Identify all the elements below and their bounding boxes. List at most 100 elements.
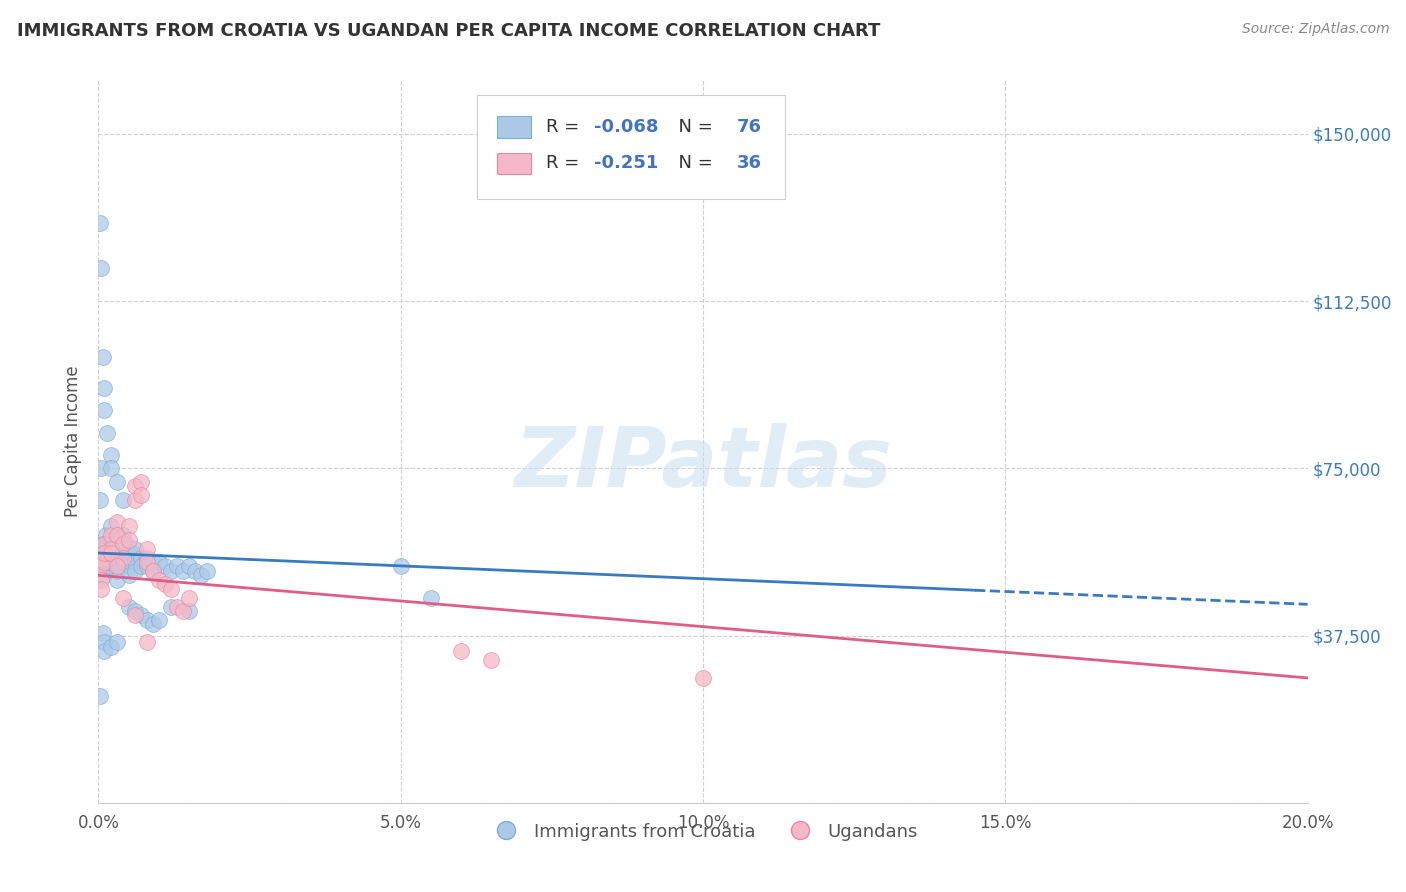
Point bbox=[100, 555, 122, 569]
Text: N =: N = bbox=[666, 154, 718, 172]
Point bbox=[179, 604, 201, 618]
Point bbox=[111, 537, 134, 551]
Point bbox=[105, 564, 128, 578]
Point bbox=[142, 617, 165, 632]
Point bbox=[166, 559, 188, 574]
Text: 76: 76 bbox=[737, 119, 762, 136]
Point bbox=[160, 599, 183, 614]
Point bbox=[93, 381, 115, 395]
Point bbox=[124, 479, 146, 493]
Point bbox=[160, 582, 183, 596]
Point bbox=[121, 546, 143, 560]
Point bbox=[100, 546, 122, 560]
Point bbox=[124, 541, 146, 556]
Point bbox=[148, 555, 170, 569]
Text: IMMIGRANTS FROM CROATIA VS UGANDAN PER CAPITA INCOME CORRELATION CHART: IMMIGRANTS FROM CROATIA VS UGANDAN PER C… bbox=[17, 22, 880, 40]
Point bbox=[190, 568, 212, 582]
Text: R =: R = bbox=[546, 119, 585, 136]
Point bbox=[153, 559, 176, 574]
Point bbox=[160, 564, 183, 578]
Point bbox=[195, 564, 218, 578]
Point bbox=[108, 541, 131, 556]
Point bbox=[135, 613, 157, 627]
Point bbox=[105, 541, 128, 556]
Point bbox=[148, 573, 170, 587]
Point bbox=[96, 425, 118, 440]
Point bbox=[93, 546, 115, 560]
Point bbox=[135, 555, 157, 569]
Point bbox=[148, 613, 170, 627]
Point bbox=[118, 546, 141, 560]
Point bbox=[100, 533, 122, 547]
Point bbox=[100, 640, 122, 654]
Point bbox=[111, 528, 134, 542]
FancyBboxPatch shape bbox=[477, 95, 785, 200]
Point bbox=[93, 559, 115, 574]
Point bbox=[692, 671, 714, 685]
Point bbox=[105, 559, 128, 574]
Point bbox=[90, 260, 112, 275]
Point bbox=[420, 591, 443, 605]
Point bbox=[93, 644, 115, 658]
Point bbox=[91, 537, 114, 551]
Point bbox=[135, 559, 157, 574]
Point bbox=[103, 550, 125, 565]
Point bbox=[118, 559, 141, 574]
Point bbox=[100, 541, 122, 556]
Point bbox=[179, 591, 201, 605]
Point bbox=[135, 541, 157, 556]
Point bbox=[142, 564, 165, 578]
Text: R =: R = bbox=[546, 154, 585, 172]
Point bbox=[96, 546, 118, 560]
Point bbox=[124, 492, 146, 507]
Point bbox=[114, 537, 136, 551]
Point bbox=[179, 559, 201, 574]
Point bbox=[124, 608, 146, 623]
Point bbox=[89, 559, 111, 574]
Point bbox=[89, 492, 111, 507]
Point bbox=[94, 541, 117, 556]
Point bbox=[89, 216, 111, 230]
Point bbox=[91, 626, 114, 640]
Text: -0.251: -0.251 bbox=[595, 154, 658, 172]
Point bbox=[94, 528, 117, 542]
Point bbox=[100, 546, 122, 560]
Legend: Immigrants from Croatia, Ugandans: Immigrants from Croatia, Ugandans bbox=[481, 815, 925, 848]
Point bbox=[90, 582, 112, 596]
Point bbox=[450, 644, 472, 658]
Point bbox=[129, 488, 152, 502]
Point bbox=[93, 555, 115, 569]
Point bbox=[105, 528, 128, 542]
Point bbox=[93, 635, 115, 649]
Point bbox=[105, 573, 128, 587]
Point bbox=[105, 475, 128, 489]
Point bbox=[172, 564, 194, 578]
Point bbox=[111, 541, 134, 556]
Point bbox=[389, 559, 412, 574]
Point bbox=[118, 568, 141, 582]
Point bbox=[184, 564, 207, 578]
FancyBboxPatch shape bbox=[498, 117, 531, 138]
Point bbox=[172, 604, 194, 618]
Point bbox=[118, 599, 141, 614]
Point bbox=[93, 403, 115, 417]
Point bbox=[111, 492, 134, 507]
Point bbox=[100, 528, 122, 542]
Point bbox=[129, 475, 152, 489]
Point bbox=[93, 537, 115, 551]
Point bbox=[153, 577, 176, 591]
Point bbox=[96, 550, 118, 565]
Point bbox=[93, 550, 115, 565]
Point bbox=[100, 461, 122, 475]
Point bbox=[96, 537, 118, 551]
Point bbox=[93, 541, 115, 556]
Point bbox=[142, 555, 165, 569]
FancyBboxPatch shape bbox=[498, 153, 531, 174]
Point bbox=[166, 599, 188, 614]
Point bbox=[100, 537, 122, 551]
Point bbox=[93, 568, 115, 582]
Point bbox=[129, 550, 152, 565]
Point bbox=[89, 689, 111, 703]
Point bbox=[481, 653, 503, 667]
Point bbox=[98, 559, 121, 574]
